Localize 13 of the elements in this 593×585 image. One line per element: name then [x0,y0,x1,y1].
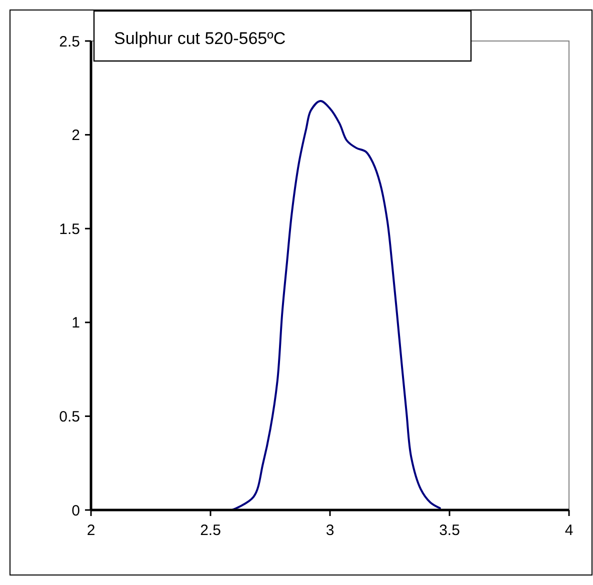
y-tick-label: 2.5 [59,33,80,50]
chart-title: Sulphur cut 520-565ºC [114,29,286,48]
y-tick-label: 1 [72,314,80,332]
x-tick-label: 4 [564,522,574,539]
x-tick-label: 3.5 [439,522,460,539]
x-tick-label: 2 [86,522,96,539]
y-tick-label: 0 [72,502,80,520]
y-tick-label: 1.5 [59,220,80,238]
y-tick-label: 2 [72,127,80,144]
line-series [231,100,441,511]
x-tick-label: 3 [326,522,334,539]
x-tick-label: 2.5 [200,522,221,539]
y-tick-label: 0.5 [59,408,80,426]
